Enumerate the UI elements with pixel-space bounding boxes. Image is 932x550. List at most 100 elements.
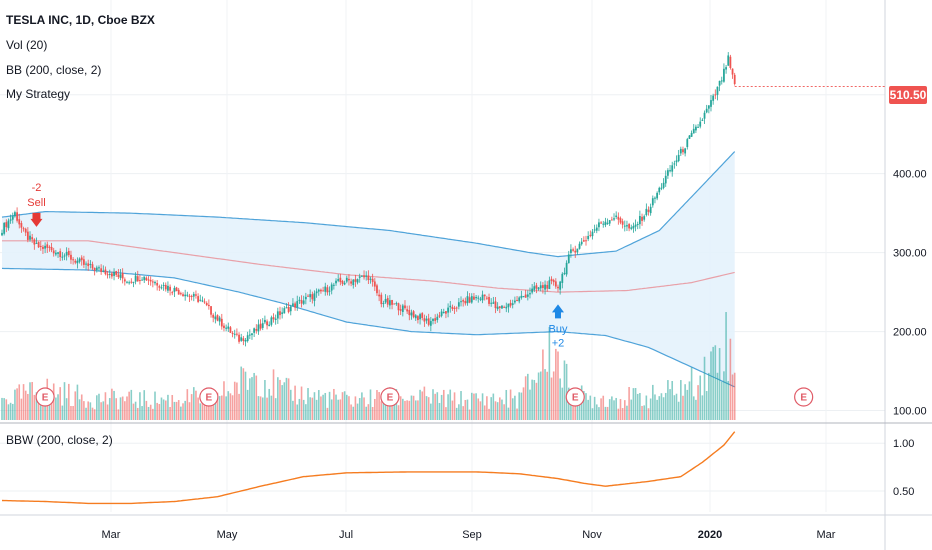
volume-bar (365, 406, 367, 420)
candle-body (572, 249, 574, 251)
bbw-legend[interactable]: BBW (200, close, 2) (6, 433, 113, 447)
bollinger-bands (1, 151, 736, 388)
candle-body (656, 192, 659, 199)
volume-bar (733, 372, 736, 420)
candle-body (516, 299, 518, 301)
candle-body (658, 187, 661, 193)
volume-bar (501, 399, 503, 420)
volume-bar (654, 394, 656, 420)
volume-bar (503, 404, 505, 420)
candle-body (477, 297, 480, 299)
candle-body (628, 224, 631, 229)
candle-body (554, 281, 557, 287)
volume-bar (261, 397, 264, 420)
symbol-title[interactable]: TESLA INC, 1D, Cboe BZX (6, 13, 155, 27)
volume-bar (473, 393, 475, 420)
candle-body (50, 246, 53, 251)
volume-bar (546, 371, 549, 420)
volume-bar (673, 395, 676, 420)
volume-bar (298, 398, 301, 420)
volume-bar (720, 381, 723, 420)
volume-bar (283, 382, 286, 420)
candle-body (389, 300, 391, 306)
volume-bar (440, 394, 443, 420)
candle-body (634, 224, 637, 227)
volume-bar (14, 389, 16, 420)
volume-bar (313, 392, 316, 420)
candle-body (313, 293, 316, 301)
volume-bar (671, 381, 674, 420)
strategy-legend[interactable]: My Strategy (6, 87, 71, 101)
volume-bar (167, 394, 169, 420)
bollinger-legend[interactable]: BB (200, close, 2) (6, 63, 102, 77)
volume-bar (598, 407, 600, 420)
candle-body (11, 216, 14, 220)
volume-bar (350, 404, 352, 420)
candle-body (48, 246, 51, 248)
candle-body (324, 286, 327, 292)
candle-body (600, 222, 602, 224)
volume-bar (175, 401, 178, 420)
candle-body (638, 216, 641, 225)
volume-bar (468, 409, 471, 420)
time-tick-label: Mar (102, 529, 121, 541)
volume-bar (684, 384, 686, 420)
candle-body (167, 285, 169, 291)
volume-bar (300, 386, 303, 420)
candle-body (151, 281, 154, 283)
volume-bar (466, 399, 469, 420)
candle-body (175, 287, 178, 292)
volume-bar (483, 405, 486, 420)
candle-body (154, 281, 156, 284)
price-tick-label: 400.00 (893, 169, 927, 181)
volume-bar (274, 398, 277, 420)
volume-bar (93, 409, 96, 420)
candle-body (123, 279, 126, 282)
volume-bar (57, 394, 59, 420)
candle-body (501, 305, 503, 309)
volume-bar (393, 403, 396, 420)
candle-body (360, 275, 363, 277)
candle-body (421, 313, 424, 318)
candle-body (203, 301, 206, 303)
volume-bar (591, 408, 594, 420)
candle-body (156, 282, 159, 286)
earnings-marker-label: E (387, 393, 394, 404)
candle-body (561, 273, 564, 283)
volume-bar (195, 390, 197, 420)
candle-body (302, 300, 305, 304)
volume-bar (488, 408, 490, 420)
candle-body (130, 281, 133, 283)
volume-bar (531, 379, 533, 420)
volume-legend[interactable]: Vol (20) (6, 38, 48, 52)
volume-bar (455, 407, 458, 420)
volume-bar (656, 399, 658, 420)
price-tick-label: 300.00 (893, 248, 927, 260)
candle-body (304, 296, 307, 300)
candle-body (298, 299, 301, 301)
candle-body (447, 307, 449, 313)
candle-body (169, 286, 171, 291)
volume-bar (675, 393, 678, 420)
candle-body (669, 170, 671, 172)
candle-body (246, 335, 249, 342)
volume-bar (561, 387, 564, 420)
candle-body (80, 257, 83, 261)
volume-bar (164, 400, 167, 420)
candle-body (373, 281, 376, 287)
volume-bar (74, 391, 77, 420)
candle-body (587, 235, 590, 240)
volume-bar (70, 406, 72, 420)
candle-body (276, 311, 279, 319)
candle-body (671, 165, 674, 172)
time-tick-label: Sep (462, 529, 482, 541)
candle-body (552, 280, 555, 283)
candle-body (488, 297, 490, 304)
candle-body (414, 315, 417, 319)
volume-bar (425, 396, 428, 420)
candle-body (26, 231, 29, 240)
volume-bar (255, 375, 258, 420)
candle-body (309, 294, 312, 298)
